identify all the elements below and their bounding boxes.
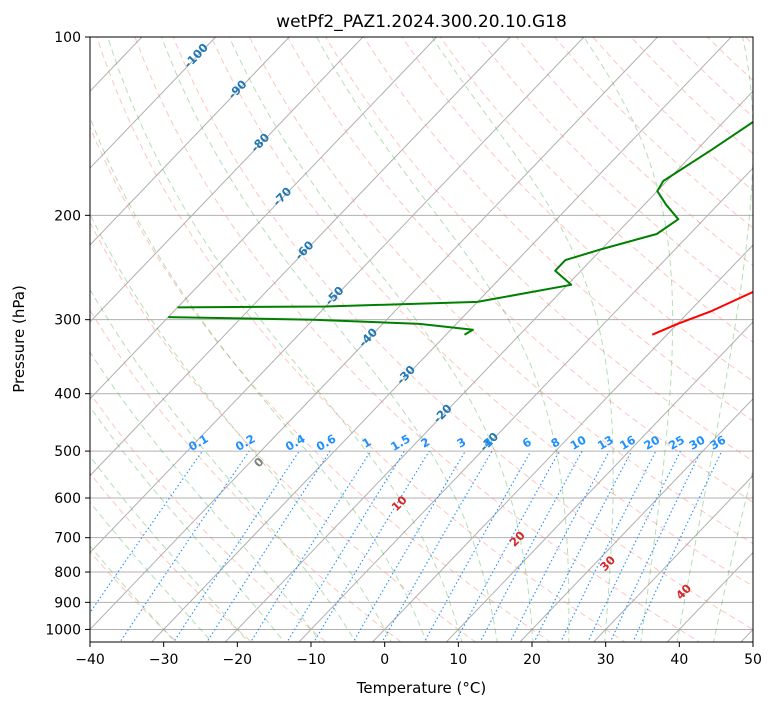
y-tick-label: 800 <box>54 565 81 581</box>
x-tick-label: −40 <box>75 652 105 668</box>
mixing-ratio-line <box>250 450 372 642</box>
x-tick-label: −30 <box>149 652 179 668</box>
x-tick-label: 50 <box>744 652 762 668</box>
dry-adiabat-line <box>90 472 253 642</box>
dry-adiabat-line <box>90 221 477 642</box>
mixing-ratio-line <box>173 450 300 642</box>
moist-adiabat-line <box>90 213 392 642</box>
mixing-ratio-label: 10 <box>568 433 589 453</box>
y-tick-label: 600 <box>54 491 81 507</box>
mixing-ratio-line <box>119 450 250 642</box>
moist-adiabat-line <box>228 37 534 642</box>
mixing-ratio-line <box>609 450 702 642</box>
isotherm-line <box>150 37 732 642</box>
dry-adiabat-line <box>172 37 753 630</box>
isotherm-line <box>519 398 753 642</box>
sounding-trace <box>168 316 474 336</box>
mixing-ratio-label: 20 <box>641 433 662 453</box>
isotherm-line <box>592 474 753 642</box>
y-tick-label: 1000 <box>45 622 81 638</box>
x-axis-ticks: −40 −30 −20 −10 0 10 20 30 40 50 <box>75 642 762 668</box>
mixing-ratio-label: 25 <box>666 433 687 453</box>
dry-adiabat-line <box>325 37 753 462</box>
mixing-ratio-line <box>352 450 466 642</box>
moist-adiabat-line <box>90 116 427 642</box>
mixing-ratio-line <box>206 450 331 642</box>
x-tick-label: −10 <box>296 652 326 668</box>
plot-background <box>90 37 753 642</box>
y-tick-label: 700 <box>54 531 81 547</box>
moist-adiabat-line <box>161 37 498 642</box>
isotherm-line <box>90 37 290 246</box>
isotherm-line <box>90 37 438 400</box>
dry-adiabat-line <box>287 37 753 503</box>
mixing-ratio-line <box>587 450 681 642</box>
x-tick-label: 40 <box>670 652 688 668</box>
sounding-trace <box>177 120 753 309</box>
dry-adiabat-line <box>439 37 753 343</box>
isotherm-line <box>90 37 217 169</box>
x-tick-label: 20 <box>523 652 541 668</box>
dry-adiabat-line <box>248 37 753 545</box>
y-tick-label: 200 <box>54 208 81 224</box>
moist-adiabat-line <box>676 37 753 642</box>
mixing-ratio-line <box>479 450 583 642</box>
mixing-ratio-label: 16 <box>617 433 638 453</box>
background-lines <box>90 37 753 642</box>
plot-frame <box>89 36 754 643</box>
moist-adiabat-line <box>431 37 614 642</box>
x-axis-label: Temperature (°C) <box>356 679 486 697</box>
isotherm-line <box>371 244 753 642</box>
x-tick-label: 0 <box>380 652 389 668</box>
y-axis-ticks: 100 200 300 400 500 600 700 800 900 1000 <box>45 30 90 638</box>
moist-adiabat-line <box>583 37 674 642</box>
isotherm-line <box>298 167 753 642</box>
y-tick-label: 400 <box>54 387 81 403</box>
sounding-trace <box>651 290 753 336</box>
y-tick-label: 300 <box>54 313 81 329</box>
isotherm-line <box>445 321 753 642</box>
dry-adiabat-line <box>96 37 626 642</box>
isotherm-line <box>90 37 364 323</box>
moist-adiabat-line <box>90 455 249 642</box>
sounding-lines <box>168 120 753 336</box>
moist-adiabat-line <box>90 288 357 642</box>
isotherm-line <box>90 37 511 477</box>
y-tick-label: 500 <box>54 444 81 460</box>
isotherm-line <box>90 37 659 631</box>
moist-adiabat-line <box>712 467 753 642</box>
dry-adiabat-line <box>210 37 753 587</box>
mixing-ratio-line <box>454 450 560 642</box>
dry-adiabat-line <box>477 37 753 305</box>
isotherm-line <box>224 90 753 642</box>
y-tick-label: 900 <box>54 595 81 611</box>
isotherm-line <box>90 37 585 554</box>
x-tick-label: −20 <box>223 652 253 668</box>
dry-adiabat-line <box>134 37 701 642</box>
y-tick-label: 100 <box>54 30 81 46</box>
x-tick-label: 30 <box>597 652 615 668</box>
mixing-ratio-label: 30 <box>687 433 708 453</box>
dry-adiabat-line <box>90 550 178 642</box>
mixing-ratio-label: 36 <box>707 433 728 453</box>
moist-adiabat-line <box>90 351 321 642</box>
moist-adiabat-line <box>90 405 285 642</box>
x-tick-label: 10 <box>449 652 467 668</box>
mixing-ratio-line <box>313 450 430 642</box>
chart-title: wetPf2_PAZ1.2024.300.20.10.G18 <box>276 12 567 32</box>
dry-adiabat-line <box>90 125 552 642</box>
mixing-ratio-line <box>381 450 493 642</box>
mixing-ratio-line <box>286 450 405 642</box>
mixing-ratio-line <box>423 450 532 642</box>
moist-adiabat-line <box>316 37 570 642</box>
y-axis-label: Pressure (hPa) <box>10 285 28 393</box>
moist-adiabat-line <box>107 37 463 642</box>
mixing-ratio-label: 13 <box>595 433 616 453</box>
